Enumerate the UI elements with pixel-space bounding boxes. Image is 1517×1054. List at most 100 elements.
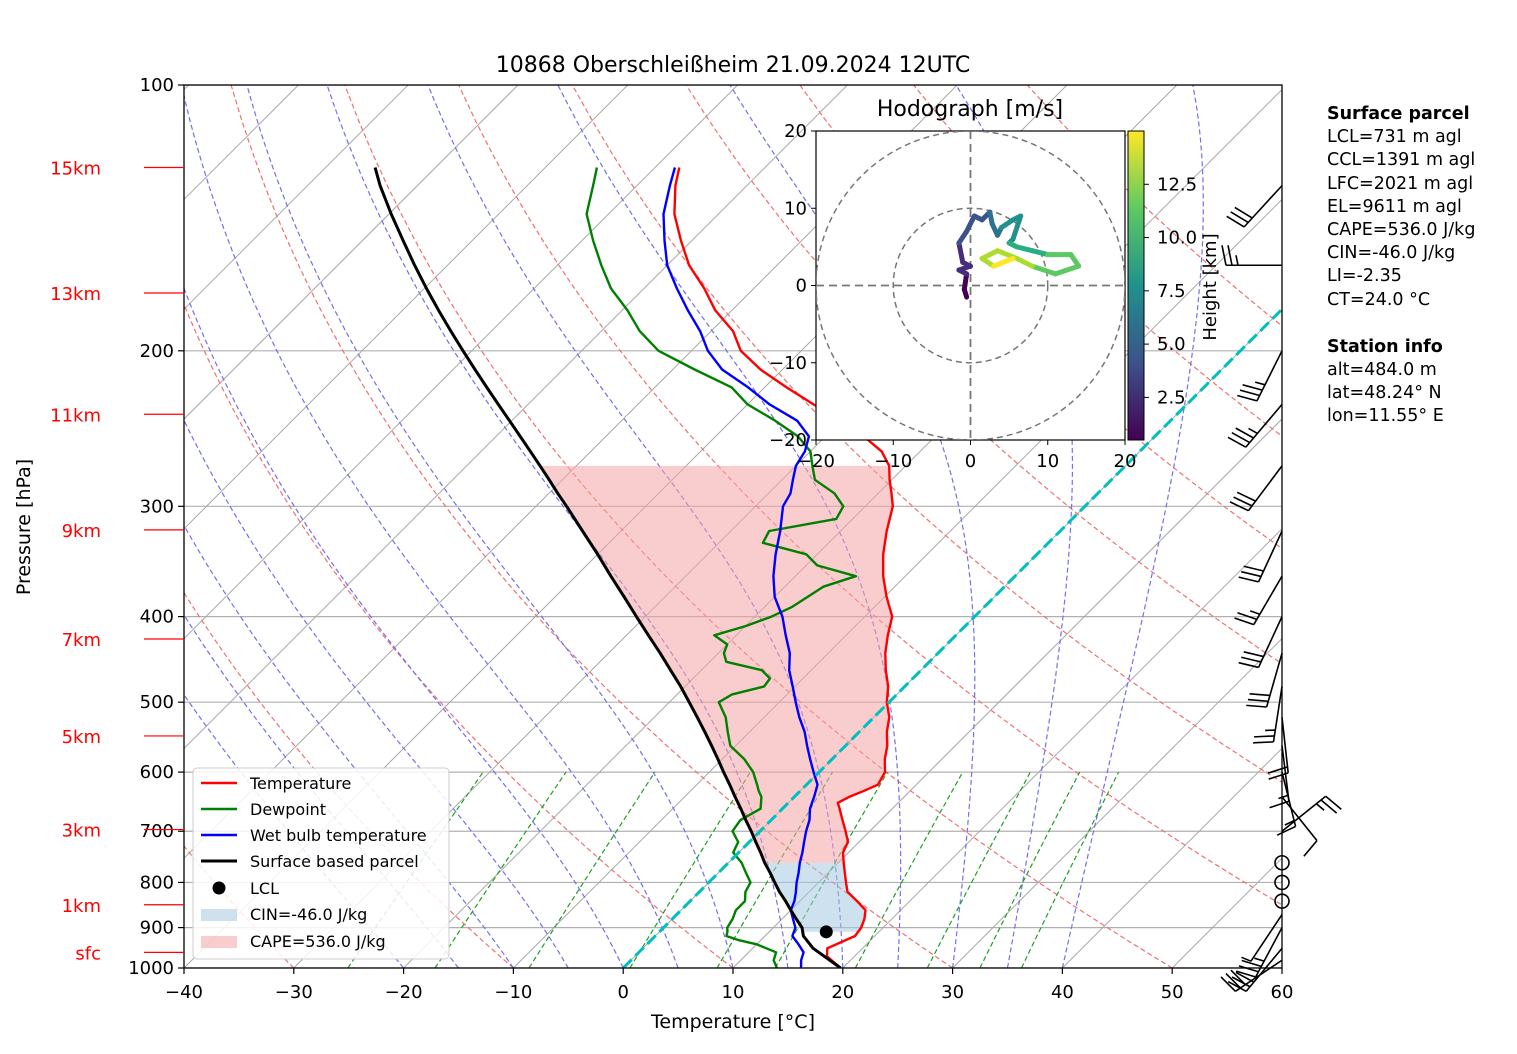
barb-flag <box>1269 800 1290 809</box>
barb-flag <box>1242 384 1263 391</box>
wind-barb <box>1234 575 1283 626</box>
wind-barb <box>1235 927 1283 978</box>
wind-barb <box>1241 914 1283 962</box>
x-axis-label: Temperature [°C] <box>650 1011 815 1033</box>
x-tick-label: 30 <box>941 982 964 1003</box>
hodo-x-label: 20 <box>1114 451 1137 472</box>
wind-barb <box>1221 245 1282 267</box>
height-label: 11km <box>50 405 101 426</box>
chart-title: 10868 Oberschleißheim 21.09.2024 12UTC <box>496 53 971 78</box>
lcl-marker <box>819 925 833 939</box>
cape-cin-shading <box>540 465 893 932</box>
barb-staff <box>1256 350 1283 402</box>
moist-adiabat <box>326 85 789 968</box>
wind-barb <box>1226 185 1283 228</box>
hodograph-segment <box>1029 263 1058 277</box>
barb-flag <box>1253 735 1275 738</box>
barb-staff <box>1265 652 1283 708</box>
wind-barb <box>1281 796 1318 857</box>
profile-lines <box>373 167 1282 968</box>
barb-flag <box>1227 980 1247 993</box>
x-tick-label: 10 <box>722 982 745 1003</box>
isotherm-line <box>952 637 1282 968</box>
barb-staff <box>1272 686 1283 743</box>
barb-flag <box>1237 394 1258 402</box>
barb-staff <box>1243 185 1283 228</box>
barb-flag <box>1235 427 1254 439</box>
legend-cape: CAPE=536.0 J/kg <box>250 932 386 951</box>
barb-flag <box>1234 617 1255 626</box>
barb-flag <box>1235 970 1256 978</box>
barb-staff <box>1281 795 1327 832</box>
moist-adiabat <box>184 286 624 968</box>
barb-staff <box>1257 530 1283 583</box>
height-label: 9km <box>62 521 101 542</box>
hodo-y-label: 0 <box>796 276 807 297</box>
series-0-c-wet-bulb-isotherm <box>622 307 1282 968</box>
barb-half <box>1235 255 1239 266</box>
height-labels: sfc 1km 3km 5km 7km 9km 11km 13km 15km <box>50 158 184 964</box>
x-tick-label: −10 <box>494 982 532 1003</box>
barb-half <box>1315 803 1325 811</box>
hodo-y-label: 20 <box>784 121 807 142</box>
barb-flag <box>1246 704 1267 708</box>
height-label: 3km <box>62 821 101 842</box>
barb-staff <box>1250 914 1283 962</box>
barb-flag <box>1229 501 1249 512</box>
mixing-ratio-line <box>979 771 1081 968</box>
station-info-title: Station info <box>1327 336 1443 357</box>
mixing-ratio-line <box>926 771 1031 968</box>
hodograph-segment <box>1014 244 1035 254</box>
isotherm-line <box>842 528 1282 968</box>
dry-adiabat <box>458 85 1282 906</box>
wind-barb <box>1253 686 1283 744</box>
legend-cin: CIN=-46.0 J/kg <box>250 905 367 924</box>
barb-flag <box>1276 825 1296 836</box>
hodograph-segment <box>956 240 966 265</box>
legend: Temperature Dewpoint Wet bulb temperatur… <box>192 767 450 960</box>
barb-staff <box>1281 796 1318 842</box>
height-label: 13km <box>50 284 101 305</box>
dry-adiabat <box>184 302 734 968</box>
hodograph-segment <box>1014 255 1035 269</box>
wind-barbs <box>1220 185 1342 993</box>
barb-flag <box>1237 612 1258 621</box>
wind-barb <box>1229 465 1283 512</box>
mixing-ratio-line <box>854 771 964 968</box>
hodograph-rings <box>816 131 1125 440</box>
x-tick-label: −40 <box>165 982 203 1003</box>
x-axis-ticks: −40 −30 −20 −10 0 10 20 30 40 50 60 <box>165 968 1293 1003</box>
y-tick-label: 1000 <box>128 958 174 979</box>
isotherm-line <box>184 85 629 530</box>
dry-adiabat <box>571 85 1282 784</box>
barb-flag <box>1253 741 1274 744</box>
barb-staff <box>1245 403 1283 448</box>
mixing-ratio-line <box>629 771 751 968</box>
y-tick-label: 600 <box>140 762 174 783</box>
wind-barb <box>1267 717 1289 780</box>
hodograph-ring <box>892 207 1049 364</box>
hodograph-segment <box>1029 248 1051 258</box>
barb-staff <box>1257 616 1283 668</box>
isotherm-line <box>513 198 1282 968</box>
barb-flag <box>1241 570 1262 578</box>
surface-parcel-title: Surface parcel <box>1327 104 1470 124</box>
isotherm-line <box>184 85 519 420</box>
cin-value: CIN=-46.0 J/kg <box>1327 243 1456 264</box>
legend-dewpoint: Dewpoint <box>250 800 326 819</box>
legend-temperature: Temperature <box>249 774 351 793</box>
hodograph-ticks: −20 −10 0 10 20 20 10 0 −10 −20 <box>769 121 1136 472</box>
y-tick-label: 400 <box>140 607 174 628</box>
y-tick-label: 500 <box>140 692 174 713</box>
hodograph-title: Hodograph [m/s] <box>877 97 1063 122</box>
shade-cape <box>540 465 893 863</box>
barb-flag <box>1221 245 1227 266</box>
legend-wetbulb: Wet bulb temperature <box>250 826 427 845</box>
height-label: 5km <box>62 727 101 748</box>
barb-flag <box>1267 766 1288 774</box>
hodograph: Hodograph [m/s] −20 −10 0 10 20 20 10 0 −10 −20 2… <box>769 97 1221 472</box>
barb-flag <box>1233 496 1253 507</box>
wind-barb <box>1281 795 1342 832</box>
barb-half <box>1254 957 1265 962</box>
